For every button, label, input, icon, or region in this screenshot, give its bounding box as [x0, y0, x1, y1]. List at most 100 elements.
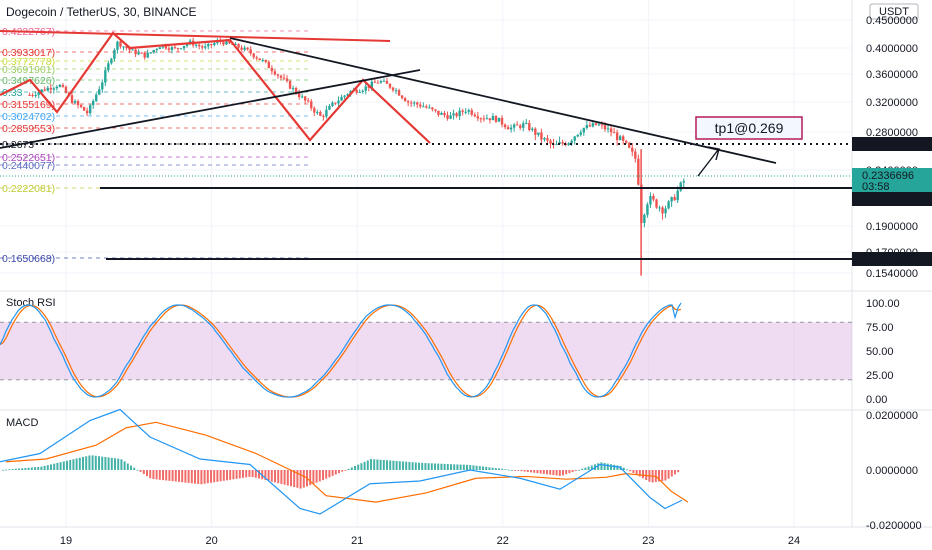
macd-bar — [498, 468, 500, 470]
macd-bar — [536, 470, 539, 474]
macd-bar — [50, 464, 52, 470]
candle-body — [673, 197, 676, 201]
macd-bar — [501, 468, 504, 470]
candle — [155, 47, 158, 54]
macd-bar — [360, 463, 363, 470]
candle — [246, 47, 249, 51]
candle-body — [612, 132, 616, 134]
candle-body — [167, 48, 171, 50]
stoch-tick: 100.00 — [866, 298, 900, 310]
candle — [173, 45, 177, 50]
level-label: 0.3024702) — [2, 111, 55, 123]
macd-bar — [14, 468, 17, 470]
price-axis: USDT 0.4000000 0.3600000 0.3200000 0.2800000… — [852, 3, 932, 280]
time-tick: 22 — [497, 535, 509, 547]
time-tick: 20 — [205, 535, 217, 547]
candle-body — [555, 143, 558, 145]
candle-body — [297, 93, 301, 98]
candle-body — [606, 128, 610, 130]
macd-bar — [226, 470, 228, 481]
candle-body — [307, 100, 310, 102]
candle — [679, 181, 682, 192]
macd-bar — [507, 469, 510, 471]
candle — [270, 65, 274, 75]
candle-body — [482, 118, 486, 120]
ascending-trendline — [0, 69, 421, 149]
stoch-tick: 0.00 — [866, 394, 887, 406]
macd-bar — [376, 459, 379, 470]
candle — [482, 115, 486, 122]
candle-body — [152, 50, 155, 53]
candle-body — [234, 43, 237, 45]
candle-body — [252, 53, 255, 58]
candle — [122, 46, 125, 51]
candle-body — [582, 127, 586, 133]
candle — [331, 101, 334, 108]
candle-body — [419, 104, 422, 107]
macd-bar — [328, 470, 331, 478]
candle — [73, 99, 77, 104]
level-label: 0.2222081) — [2, 183, 55, 195]
candle-body — [107, 63, 110, 71]
candle — [652, 193, 655, 202]
macd-bar — [603, 462, 606, 470]
tp1-annotation: tp1@0.269 — [695, 116, 803, 140]
macd-bar — [130, 465, 132, 470]
candle-body — [261, 59, 264, 61]
candle-body — [534, 128, 537, 135]
candle-body — [485, 118, 489, 120]
macd-bar — [434, 463, 436, 470]
left-levels: 0.4222767)0.3933017)0.3772778)0.3691901)… — [0, 26, 308, 265]
candle — [297, 89, 301, 100]
candle-body — [409, 102, 413, 104]
macd-bar — [350, 467, 353, 470]
candle — [361, 89, 364, 94]
macd-bar — [578, 469, 580, 471]
candle — [625, 140, 628, 144]
candle-body — [267, 61, 271, 69]
candle-body — [461, 110, 464, 112]
macd-bar — [206, 470, 209, 484]
candle-body — [397, 90, 401, 96]
macd-bar — [562, 470, 564, 476]
macd-bar — [613, 464, 616, 470]
macd-bar — [242, 470, 244, 478]
price-flag-value: 0.2219782 — [862, 194, 914, 206]
macd-bar — [142, 470, 145, 475]
macd-bar — [344, 470, 347, 471]
candle-body — [119, 41, 122, 47]
candle — [394, 87, 398, 95]
candle-body — [388, 83, 392, 88]
candle-body — [473, 114, 476, 117]
candle — [618, 134, 622, 141]
candle — [82, 106, 86, 111]
candle — [661, 205, 664, 220]
price-tick: 0.1540000 — [866, 268, 918, 280]
candle — [279, 74, 283, 81]
candle — [70, 91, 74, 104]
candle — [440, 111, 443, 115]
macd-bar — [72, 459, 75, 470]
candle-body — [213, 43, 216, 46]
candle — [61, 83, 65, 88]
candle-body — [182, 45, 186, 49]
candle — [446, 111, 449, 121]
candle — [531, 127, 534, 132]
candle-body — [113, 49, 116, 59]
candle-body — [525, 122, 528, 124]
macd-bar — [581, 468, 584, 470]
candle — [403, 96, 407, 102]
level-label: 0.3155169) — [2, 99, 55, 111]
macd-bar — [53, 463, 56, 470]
candle-body — [201, 46, 204, 48]
level-label: 0.1650668) — [2, 253, 55, 265]
macd-bar — [510, 469, 513, 471]
candle-body — [98, 89, 101, 95]
candle — [519, 123, 522, 131]
candle-body — [443, 112, 446, 116]
candle-body — [210, 43, 213, 46]
candle — [464, 108, 467, 115]
macd-bar — [600, 462, 603, 470]
macd-bar — [370, 459, 372, 470]
candle-body — [95, 94, 98, 101]
